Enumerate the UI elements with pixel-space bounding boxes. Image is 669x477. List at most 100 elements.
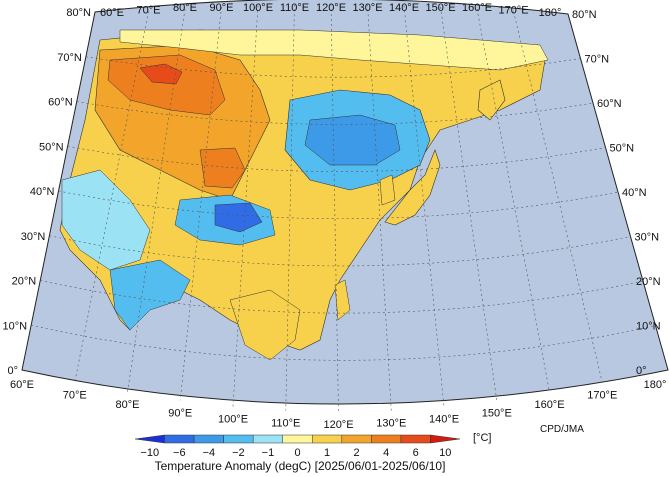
lat-label-right: 50°N (610, 143, 635, 155)
lat-label-right: 70°N (585, 54, 610, 66)
lon-label-top: 100°E (243, 2, 273, 14)
meridian-line (232, 5, 259, 407)
credit-text: CPD/JMA (540, 424, 584, 435)
lon-label-bottom: 160°E (534, 399, 564, 411)
lat-label-left: 80°N (66, 7, 91, 19)
legend-tick-label: −6 (173, 447, 186, 459)
lat-label-right: 30°N (635, 232, 660, 244)
meridian-line (330, 3, 339, 413)
lon-label-top: 90°E (210, 2, 234, 14)
parallel-line (58, 190, 619, 220)
land-philippines (334, 279, 351, 321)
parallel-line (40, 280, 644, 314)
lon-label-bottom: 180° (644, 379, 667, 391)
lon-label-top: 180° (539, 7, 562, 19)
lon-label-bottom: 80°E (116, 399, 140, 411)
legend-swatch (341, 434, 372, 444)
land-korea (379, 174, 396, 206)
lat-label-left: 60°N (48, 97, 73, 109)
lat-label-left: 10°N (3, 320, 28, 332)
land-cool-arctic (119, 29, 549, 71)
meridian-line (74, 11, 149, 383)
legend-tick-label: 0 (294, 447, 300, 459)
land-seasia (229, 289, 301, 361)
land-deepblue-tibet (214, 202, 263, 233)
legend-swatch (164, 434, 195, 444)
legend-swatch (430, 434, 461, 444)
lon-label-top: 160°E (462, 2, 492, 14)
meridian-line (179, 6, 222, 401)
longitude-labels-top: 60°E 70°E 80°E 90°E 100°E 110°E 120°E 130°E 140°… (100, 2, 561, 19)
parallel-line (67, 145, 606, 172)
lon-label-top: 130°E (352, 2, 382, 14)
lon-label-top: 140°E (389, 2, 419, 14)
legend-title: Temperature Anomaly (degC) [2025/06/01-2… (155, 459, 446, 473)
lat-label-right: 60°N (597, 98, 622, 110)
lon-label-bottom: 120°E (323, 419, 353, 431)
meridian-line (403, 5, 445, 407)
legend-tick-label: 1 (324, 447, 330, 459)
lon-label-top: 150°E (425, 2, 455, 14)
lat-label-left: 50°N (39, 141, 64, 153)
legend-tick-label: −10 (140, 447, 159, 459)
legend-swatch (134, 434, 165, 444)
latitude-labels-right: 80°N 70°N 60°N 50°N 40°N 30°N 20°N 10°N 0° (572, 9, 661, 377)
lat-label-left: 0° (7, 365, 18, 377)
land-blue-northeast-core (304, 114, 401, 166)
land-anomaly-fill (59, 29, 549, 361)
legend-swatch (193, 434, 224, 444)
lon-label-bottom: 150°E (482, 407, 512, 419)
legend-tick-label: 6 (413, 447, 419, 459)
legend-swatch (223, 434, 254, 444)
land-kamchatka (477, 79, 506, 121)
lat-label-right: 80°N (572, 9, 597, 21)
lon-label-top: 60°E (100, 7, 124, 19)
lon-label-top: 170°E (498, 4, 528, 16)
lon-label-bottom: 170°E (587, 389, 617, 401)
legend-tick-label: −1 (262, 447, 275, 459)
lon-label-bottom: 60°E (10, 379, 34, 391)
legend-swatch (282, 434, 313, 444)
lon-label-top: 110°E (280, 2, 309, 14)
lat-label-left: 20°N (12, 276, 37, 288)
parallel-line (76, 101, 594, 125)
lat-label-right: 0° (636, 365, 647, 377)
graticule (31, 3, 656, 413)
meridian-line (513, 11, 603, 383)
lat-label-left: 70°N (57, 52, 82, 64)
lat-label-right: 40°N (622, 187, 647, 199)
lon-label-top: 70°E (137, 4, 161, 16)
lon-label-bottom: 100°E (218, 414, 248, 426)
legend-tick-label: −2 (232, 447, 245, 459)
lon-label-bottom: 130°E (376, 418, 406, 430)
legend-tick-label: 2 (354, 447, 360, 459)
lon-label-bottom: 90°E (168, 407, 192, 419)
legend-swatch (252, 434, 283, 444)
latitude-labels-left: 80°N 70°N 60°N 50°N 40°N 30°N 20°N 10°N 0° (3, 7, 92, 377)
legend-tick-label: 10 (439, 447, 451, 459)
lon-label-bottom: 110°E (271, 418, 300, 430)
legend-tick-label: −4 (203, 447, 216, 459)
land-cyan-west (61, 169, 151, 271)
land-red-hotspot (139, 63, 183, 85)
lon-label-top: 80°E (173, 2, 197, 14)
lat-label-left: 30°N (21, 231, 46, 243)
land-orange-core (107, 54, 226, 116)
legend-swatch (400, 434, 431, 444)
lon-label-top: 120°E (316, 2, 346, 14)
lat-label-right: 10°N (636, 321, 661, 333)
meridian-line (440, 6, 498, 401)
legend-swatch (312, 434, 343, 444)
legend-tick-label: 4 (383, 447, 389, 459)
color-legend: −10 −6 −4 −2 −1 0 1 2 4 6 10 (134, 434, 461, 459)
legend-unit: [°C] (473, 432, 491, 444)
land-japan (384, 149, 441, 226)
land-cyan-india (109, 259, 191, 331)
lat-label-right: 20°N (636, 276, 661, 288)
lon-label-bottom: 70°E (63, 389, 87, 401)
lat-label-left: 40°N (30, 186, 55, 198)
land-orange-central (199, 147, 246, 189)
longitude-labels-bottom: 60°E 70°E 80°E 90°E 100°E 110°E 120°E 130°E 140°… (10, 379, 666, 431)
legend-swatch (371, 434, 402, 444)
